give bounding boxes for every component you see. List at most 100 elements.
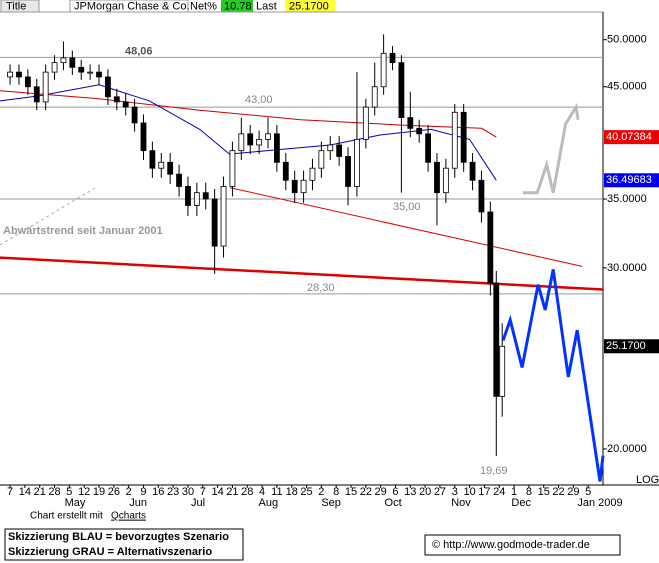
copyright-box [424, 534, 621, 556]
x-tick-label: 15 [538, 486, 550, 498]
candle-body [389, 52, 396, 64]
month-label: Jun [129, 497, 147, 509]
x-tick-label: 9 [140, 486, 146, 498]
candle-body [238, 133, 245, 152]
candle-body [7, 71, 13, 78]
copyright[interactable]: © http://www.godmode-trader.de [432, 539, 590, 551]
candle-body [442, 167, 449, 194]
candle-body [371, 86, 378, 108]
candle-body [309, 167, 316, 181]
candle-body [78, 66, 85, 73]
candle-body [493, 282, 500, 397]
candle-body [425, 133, 431, 163]
candle-body [24, 76, 31, 88]
x-tick-label: 14 [19, 486, 31, 498]
candle-body [398, 62, 405, 118]
candle-body [345, 156, 351, 187]
candle-body [407, 117, 414, 129]
net-label: Net% [190, 0, 217, 12]
credit-link[interactable]: Qcharts [111, 511, 146, 522]
y-tick-label: 20.0000 [607, 443, 647, 455]
x-tick-label: 7 [7, 486, 13, 498]
candle-body [469, 161, 476, 181]
x-tick-label: 4 [259, 486, 265, 498]
month-label: Aug [259, 497, 279, 509]
end-label: 25.1700 [606, 340, 646, 352]
candle-body [291, 179, 298, 194]
low-label: 19,69 [480, 465, 508, 477]
month-label: May [65, 497, 86, 509]
candle-body [202, 192, 209, 200]
x-tick-label: 13 [404, 486, 416, 498]
x-tick-label: 17 [478, 486, 490, 498]
instrument-name: JPMorgan Chase & Co. [74, 0, 190, 12]
x-tick-label: 14 [211, 486, 223, 498]
x-tick-label: 21 [34, 486, 46, 498]
y-tick-label: 35.0000 [607, 193, 647, 205]
x-tick-label: 10 [463, 486, 475, 498]
candle-body [273, 133, 280, 163]
candle-body [380, 52, 387, 88]
month-label: Sep [321, 497, 341, 509]
plot: 48,06 43,00 35,00 28,30 50.0000 45.0000 35.000… [0, 34, 647, 509]
net-value: 10.78 [224, 0, 252, 12]
y-tick-label: 30.0000 [607, 262, 647, 274]
x-tick-label: 19 [93, 486, 105, 498]
trend-note-pointer [0, 187, 96, 246]
x-tick-label: 28 [48, 486, 60, 498]
x-tick-label: 16 [152, 486, 164, 498]
candle-body [434, 161, 440, 194]
x-tick-label: 12 [78, 486, 90, 498]
tab-label[interactable]: Title [6, 0, 26, 12]
x-tick-label: 8 [333, 486, 339, 498]
y-tick-label: 50.0000 [607, 34, 647, 46]
x-tick-label: 21 [226, 486, 238, 498]
candle-body [478, 179, 485, 213]
month-label: Oct [385, 497, 402, 509]
last-label: Last [256, 0, 277, 12]
last-value: 25.1700 [289, 0, 329, 12]
level-label: 28,30 [307, 282, 335, 294]
x-tick-label: 24 [493, 486, 505, 498]
last-box [285, 0, 335, 12]
candle-body [69, 57, 76, 68]
level-label: 35,00 [393, 201, 421, 213]
trend-note: Abwärtstrend seit Januar 2001 [3, 225, 163, 237]
candle-body [158, 161, 165, 169]
candle-body [42, 71, 49, 103]
x-tick-label: 26 [108, 486, 120, 498]
candle-body [51, 62, 58, 73]
candle-body [211, 198, 218, 247]
candle-body [33, 86, 40, 103]
month-label: Jul [191, 497, 205, 509]
candle-body [16, 71, 22, 78]
month-label: Nov [451, 497, 471, 509]
scenario-line [523, 102, 580, 195]
candle-body [193, 192, 200, 206]
legend-blue: Skizzierung BLAU = bevorzugtes Szenario [8, 531, 229, 543]
candle-body [220, 186, 227, 247]
candle-body [327, 144, 334, 152]
x-tick-label: 5 [585, 486, 591, 498]
x-tick-label: 23 [167, 486, 179, 498]
candle-body [256, 138, 263, 146]
candle-body [362, 106, 369, 140]
candle-body [300, 179, 307, 194]
y-tick-label: 45.0000 [607, 81, 647, 93]
end-label: 36.49683 [606, 174, 652, 186]
candle-body [167, 161, 174, 175]
candle-body [60, 57, 67, 64]
candle-body [499, 345, 506, 397]
x-tick-label: 18 [286, 486, 298, 498]
trend-line [0, 256, 604, 291]
x-tick-label: 30 [182, 486, 194, 498]
candle-body [87, 71, 94, 74]
moving-average [0, 90, 497, 138]
candle-body [229, 150, 236, 187]
x-tick-label: 2 [318, 486, 324, 498]
x-tick-label: 2 [126, 486, 132, 498]
x-tick-label: 5 [66, 486, 72, 498]
candle-body [96, 71, 102, 78]
x-tick-label: 11 [271, 486, 282, 498]
